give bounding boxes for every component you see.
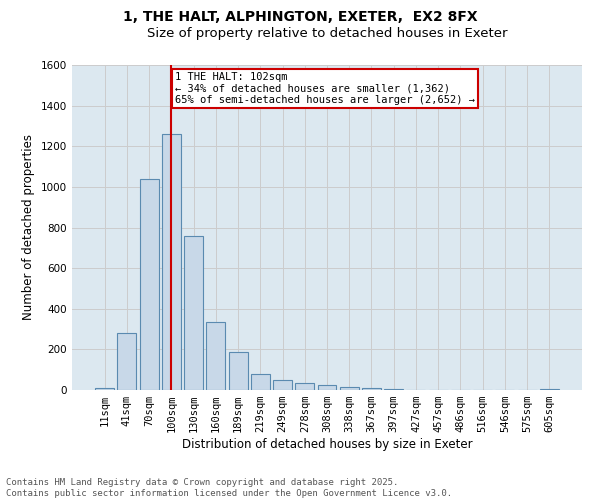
Y-axis label: Number of detached properties: Number of detached properties <box>22 134 35 320</box>
Bar <box>273 380 292 390</box>
Bar <box>229 352 248 390</box>
Bar <box>162 134 181 390</box>
Bar <box>206 322 225 390</box>
Text: 1 THE HALT: 102sqm
← 34% of detached houses are smaller (1,362)
65% of semi-deta: 1 THE HALT: 102sqm ← 34% of detached hou… <box>175 72 475 106</box>
Bar <box>295 383 314 390</box>
Title: Size of property relative to detached houses in Exeter: Size of property relative to detached ho… <box>147 27 507 40</box>
Bar <box>317 385 337 390</box>
Bar <box>118 333 136 390</box>
Bar <box>95 388 114 390</box>
Bar <box>362 388 381 390</box>
Bar <box>340 387 359 390</box>
Text: 1, THE HALT, ALPHINGTON, EXETER,  EX2 8FX: 1, THE HALT, ALPHINGTON, EXETER, EX2 8FX <box>122 10 478 24</box>
Bar <box>540 389 559 390</box>
Bar <box>184 236 203 390</box>
Text: Contains HM Land Registry data © Crown copyright and database right 2025.
Contai: Contains HM Land Registry data © Crown c… <box>6 478 452 498</box>
X-axis label: Distribution of detached houses by size in Exeter: Distribution of detached houses by size … <box>182 438 472 451</box>
Bar <box>251 374 270 390</box>
Bar <box>140 179 158 390</box>
